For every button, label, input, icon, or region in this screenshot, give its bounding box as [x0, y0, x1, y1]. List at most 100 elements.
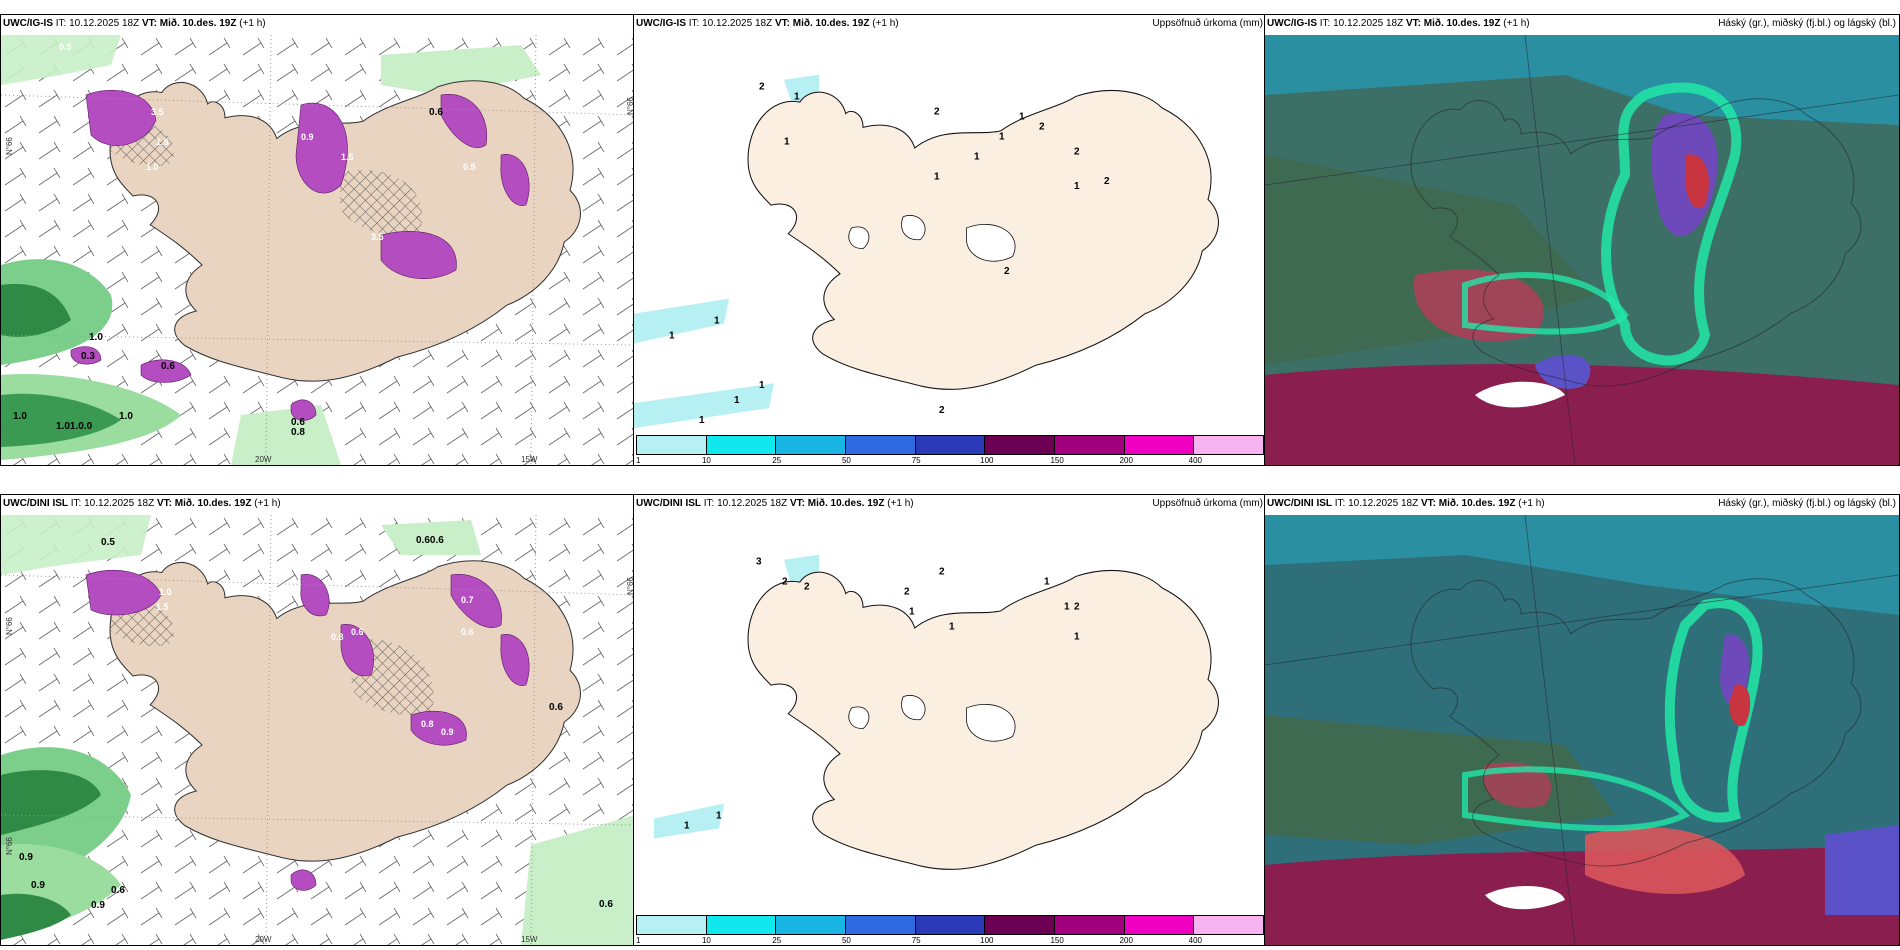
iceland-outline [747, 89, 1219, 390]
precip-value-label: 1 [1064, 602, 1070, 613]
colorbar-tick: 200 [1119, 936, 1133, 945]
value-label: 0.9 [31, 880, 45, 891]
precip-value-label: 1 [999, 131, 1005, 142]
row2-left-header: UWC/DINI ISL IT: 10.12.2025 18Z VT: Mið.… [3, 498, 281, 509]
precip-value-label: 1 [684, 820, 690, 831]
colorbar-cell [1124, 436, 1195, 454]
colorbar-tick: 50 [841, 936, 851, 945]
lat-label-left-lower: N°66 [5, 837, 14, 855]
value-label: 0.6 [599, 899, 613, 910]
lead-time: (+1 h) [239, 18, 266, 29]
colorbar-tick: 150 [1050, 936, 1064, 945]
precip-value-label: 2 [804, 582, 810, 593]
colorbar-tick: 25 [772, 936, 782, 945]
vt-label: VT: [156, 498, 172, 509]
precip-value-label: 1 [734, 395, 740, 406]
model-label: UWC/IG-IS [3, 18, 53, 29]
it-value: 10.12.2025 18Z [702, 18, 773, 29]
colorbar-cell [706, 436, 777, 454]
it-value: 10.12.2025 18Z [1333, 18, 1404, 29]
row2-wind-precip-panel: UWC/DINI ISL IT: 10.12.2025 18Z VT: Mið.… [0, 494, 636, 946]
model-label: UWC/DINI ISL [3, 498, 68, 509]
value-label: 0.6 [111, 885, 125, 896]
precip-values: 2 1 2 1 1 2 1 1 1 2 2 1 2 1 1 1 1 1 2 [669, 82, 1110, 426]
model-label: UWC/DINI ISL [636, 498, 701, 509]
value-label: 0.5 [59, 42, 72, 52]
row1-left-header: UWC/IG-IS IT: 10.12.2025 18Z VT: Mið. 10… [3, 18, 266, 29]
vt-value: Mið. 10.des. 19Z [1438, 498, 1516, 509]
it-value: 10.12.2025 18Z [84, 498, 155, 509]
lon-label-20w: 20W [255, 455, 272, 464]
it-label: IT: [70, 498, 82, 509]
lat-label-left: N°66 [5, 137, 14, 155]
model-label: UWC/IG-IS [1267, 18, 1317, 29]
precip-value-label: 2 [939, 567, 945, 578]
precip-colorbar: 1 10 25 50 75 100 150 200 400 [636, 915, 1264, 945]
precip-value-label: 2 [1039, 122, 1045, 133]
precip-title: Uppsöfnuð úrkoma (mm) [1152, 18, 1263, 29]
precip-value-label: 2 [1104, 176, 1110, 187]
precip-value-label: 1 [909, 607, 915, 618]
precip-value-label: 2 [759, 82, 765, 93]
row1-precip-panel: UWC/IG-IS IT: 10.12.2025 18Z VT: Mið. 10… [633, 14, 1267, 466]
value-label: 0.3 [81, 351, 95, 362]
value-label: 1.0 [159, 587, 172, 597]
colorbar-cells [636, 915, 1264, 935]
value-label: 0.9 [441, 727, 454, 737]
precip-value-label: 2 [939, 405, 945, 416]
colorbar-cell [1055, 916, 1125, 934]
precip-value-label: 1 [784, 136, 790, 147]
lat-label-left: N°66 [5, 617, 14, 635]
row1-wind-precip-panel: UWC/IG-IS IT: 10.12.2025 18Z VT: Mið. 10… [0, 14, 636, 466]
cloud-title: Háský (gr.), miðský (fj.bl.) og lágský (… [1718, 498, 1896, 509]
row2-mid-header: UWC/DINI ISL IT: 10.12.2025 18Z VT: Mið.… [636, 498, 914, 509]
precip-value-label: 2 [1004, 266, 1010, 277]
it-label: IT: [688, 18, 700, 29]
vt-label: VT: [789, 498, 805, 509]
colorbar-cell [846, 436, 916, 454]
value-label: 1.01.0.0 [56, 421, 93, 432]
precip-value-label: 1 [1074, 631, 1080, 642]
value-label: 0.6 [291, 417, 305, 428]
value-label: 0.9 [91, 900, 105, 911]
precip-value-label: 2 [934, 107, 940, 118]
row1-mid-header: UWC/IG-IS IT: 10.12.2025 18Z VT: Mið. 10… [636, 18, 899, 29]
value-label: 0.60.6 [416, 535, 444, 546]
value-label: 0.8 [291, 427, 305, 438]
colorbar-cell [776, 436, 847, 454]
lead-time: (+1 h) [254, 498, 281, 509]
lon-label-15w: 15W [521, 935, 538, 944]
colorbar-cell [637, 436, 707, 454]
colorbar-cell [1124, 916, 1195, 934]
row2-cloud-panel: UWC/DINI ISL IT: 10.12.2025 18Z VT: Mið.… [1264, 494, 1900, 946]
iceland-outline [747, 569, 1219, 870]
colorbar-tick: 10 [701, 936, 711, 945]
lat-label-right: N°66 [626, 577, 635, 595]
lead-time: (+1 h) [872, 18, 899, 29]
value-labels: 0.5 3.5 1.5 1.0 0.6 0.9 0.5 1.5 3.5 1.0 … [13, 42, 476, 438]
it-label: IT: [703, 498, 715, 509]
value-label: 0.6 [461, 627, 474, 637]
precip-value-label: 1 [1019, 112, 1025, 123]
precip-value-label: 3 [756, 557, 762, 568]
vt-value: Mið. 10.des. 19Z [792, 18, 870, 29]
precip-value-label: 1 [949, 621, 955, 632]
precip-value-label: 1 [716, 810, 722, 821]
lon-label-20w: 20W [255, 935, 272, 944]
colorbar-cell [1055, 436, 1125, 454]
it-label: IT: [1319, 18, 1331, 29]
value-label: 0.7 [461, 595, 474, 605]
it-value: 10.12.2025 18Z [1348, 498, 1419, 509]
value-label: 0.8 [331, 632, 344, 642]
value-label: 1.5 [156, 602, 169, 612]
lead-time: (+1 h) [1503, 18, 1530, 29]
colorbar-cell [915, 436, 986, 454]
row1-right-header: UWC/IG-IS IT: 10.12.2025 18Z VT: Mið. 10… [1267, 18, 1530, 29]
colorbar-labels: 1 10 25 50 75 100 150 200 400 [636, 935, 1264, 945]
value-label: 1.5 [341, 152, 354, 162]
vt-label: VT: [141, 18, 157, 29]
colorbar-tick: 100 [980, 936, 994, 945]
colorbar-cell [637, 916, 707, 934]
precip-value-label: 1 [669, 330, 675, 341]
cloud-map [1265, 515, 1899, 945]
